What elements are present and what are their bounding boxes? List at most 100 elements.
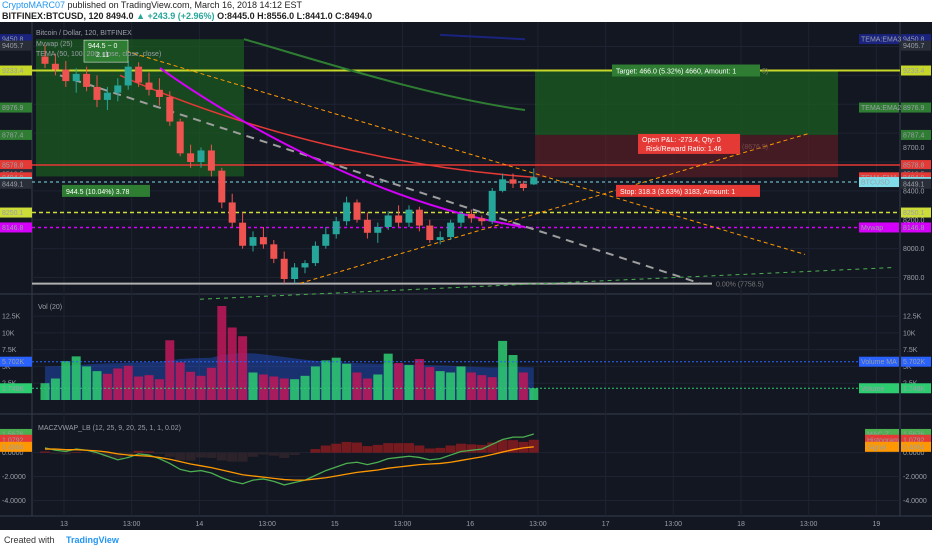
created-with: Created with	[4, 535, 55, 545]
left-price-label-box	[0, 34, 32, 45]
volume-bar	[310, 366, 320, 400]
last-price: 8494.0	[106, 11, 134, 21]
candle-body	[239, 222, 247, 246]
volume-bar	[82, 366, 92, 400]
mvwap-line	[159, 67, 526, 228]
candle-body	[301, 263, 309, 268]
trading-chart[interactable]: 13 13:00 14 13:00 15 13:00 16 13:00 17 13:00 18 13:…	[0, 22, 932, 530]
macz-histogram-bar	[310, 449, 321, 453]
macz-histogram-bar	[144, 451, 154, 453]
chart-container[interactable]: 13 13:00 14 13:00 15 13:00 16 13:00 17 13:00 18 13:…	[0, 22, 932, 530]
publish-line: CryptoMARC07 published on TradingView.co…	[2, 0, 302, 10]
left-price-label: 8787.4	[2, 132, 24, 139]
x-tick-label: 18	[737, 521, 745, 528]
price-change: ▲ +243.9 (+2.96%)	[136, 11, 215, 21]
volume-label-box	[901, 383, 931, 394]
volume-bar	[394, 363, 404, 400]
candle-body	[509, 179, 517, 184]
x-tick-label: 13:00	[529, 521, 547, 528]
volume-bar	[154, 379, 164, 400]
volume-bar	[477, 375, 487, 400]
volume-bar	[102, 373, 112, 400]
price-axis-label: 8449.1	[903, 181, 925, 188]
indicator-name-label: BTCUSD	[861, 180, 890, 187]
macz-histogram-bar	[279, 452, 290, 459]
candle-body	[374, 227, 382, 233]
tradingview-logo[interactable]: TradingView	[66, 535, 119, 545]
candle-body	[83, 73, 91, 87]
volume-bar	[466, 372, 476, 400]
candle-body	[103, 92, 111, 100]
left-price-label-box	[0, 102, 32, 113]
annotation-labels: TEMA:EMA3TEMA:EMA2TEMA:EMABTCUSDMvwapVol…	[62, 34, 902, 452]
publish-header: CryptoMARC07 published on TradingView.co…	[0, 0, 932, 22]
volume-bar	[342, 363, 352, 400]
candle-body	[343, 202, 351, 222]
volume-bar	[404, 365, 414, 400]
indicator-name-box	[865, 441, 899, 452]
candle-body	[488, 190, 496, 222]
volume-left-axis-label: 7.5K	[2, 347, 17, 354]
candle-body	[145, 82, 153, 90]
macz-histogram-bar	[268, 452, 279, 456]
indicator-mvwap: Mvwap (25)	[36, 41, 73, 48]
macz-histogram-bar	[258, 452, 269, 455]
stop-label: Stop: 318.3 (3.63%) 3183, Amount: 1	[620, 189, 735, 196]
indicator-name-box	[859, 383, 899, 394]
macz-histogram-bar	[341, 441, 352, 453]
candle-body	[259, 237, 267, 245]
volume-label-box	[901, 356, 931, 367]
candle-body	[280, 258, 288, 279]
author-link[interactable]: CryptoMARC07	[2, 0, 66, 10]
price-label-box	[901, 129, 931, 140]
price-label-box	[901, 160, 931, 171]
macz-histogram-bar	[372, 444, 383, 453]
price-axis-label: 8000.0	[903, 246, 925, 253]
volume-axis-label: 12.5K	[903, 314, 922, 321]
candle-body	[322, 234, 330, 246]
macz-histogram-bar	[102, 452, 113, 457]
volume-bar	[508, 355, 518, 400]
macz-left-label-box	[0, 441, 32, 452]
volume-bar	[248, 372, 258, 400]
macz-histogram-bar	[40, 451, 50, 453]
candle-body	[228, 202, 236, 223]
candle-body	[363, 219, 371, 233]
volume-layer	[32, 306, 900, 400]
macz-histogram-bar	[154, 452, 165, 454]
volume-bar	[92, 371, 102, 400]
left-price-label: 9405.7	[2, 43, 24, 50]
volume-bar	[134, 376, 144, 400]
macz-left-axis-label: 0.0000	[2, 450, 24, 457]
candle-body	[405, 209, 413, 223]
left-price-label-box	[0, 160, 32, 171]
open-pnl-label: Open P&L: -273.4, Qty: 0	[642, 137, 721, 144]
price-label-box	[901, 65, 931, 76]
macz-histogram-bar	[237, 452, 248, 462]
x-tick-label: 13:00	[800, 521, 818, 528]
volume-pane-title: Vol (20)	[38, 304, 62, 311]
price-label-box	[901, 34, 931, 45]
indicator-name-label: Volume MA	[861, 359, 897, 366]
left-price-label: 9233.4	[2, 68, 24, 75]
x-tick-label: 16	[466, 521, 474, 528]
candle-body	[176, 121, 184, 154]
price-axis-label: 8787.4	[903, 132, 925, 139]
volume-bar	[456, 366, 466, 400]
candle-body	[467, 214, 475, 219]
macz-histogram-bar	[435, 447, 446, 453]
target-zone	[535, 70, 838, 135]
measure-top-sub-label: 2.11	[96, 52, 109, 59]
candle-body	[270, 244, 278, 259]
measure-top-label: 944.5 − 0	[88, 43, 117, 50]
price-axis-label: 8700.0	[903, 145, 925, 152]
macz-layer	[40, 433, 539, 486]
macz-histogram-bar	[175, 452, 186, 461]
footer: Created with TradingView	[0, 530, 932, 550]
left-price-label-box	[0, 207, 32, 218]
volume-bar	[383, 353, 393, 400]
price-label-box	[901, 40, 931, 51]
x-tick-label: 13:00	[123, 521, 141, 528]
candle-body	[93, 86, 101, 100]
volume-axis-label: 7.5K	[903, 347, 918, 354]
